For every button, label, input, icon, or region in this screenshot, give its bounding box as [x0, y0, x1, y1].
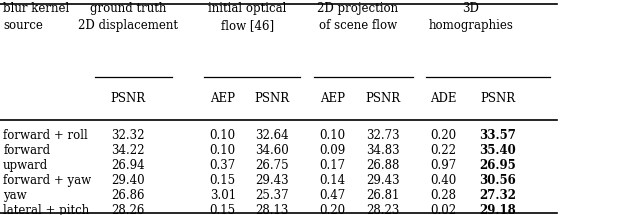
Text: yaw: yaw — [3, 189, 27, 202]
Text: 0.02: 0.02 — [431, 204, 456, 215]
Text: forward + roll: forward + roll — [3, 129, 88, 142]
Text: initial optical
flow [46]: initial optical flow [46] — [209, 2, 287, 32]
Text: 3.01: 3.01 — [210, 189, 236, 202]
Text: 29.18: 29.18 — [479, 204, 516, 215]
Text: 29.43: 29.43 — [366, 174, 399, 187]
Text: 0.47: 0.47 — [319, 189, 346, 202]
Text: 28.13: 28.13 — [255, 204, 289, 215]
Text: PSNR: PSNR — [365, 92, 400, 105]
Text: 0.10: 0.10 — [210, 129, 236, 142]
Text: PSNR: PSNR — [255, 92, 289, 105]
Text: AEP: AEP — [320, 92, 346, 105]
Text: 28.23: 28.23 — [366, 204, 399, 215]
Text: 26.94: 26.94 — [111, 159, 145, 172]
Text: 26.75: 26.75 — [255, 159, 289, 172]
Text: 28.26: 28.26 — [111, 204, 145, 215]
Text: 0.20: 0.20 — [320, 204, 346, 215]
Text: 25.37: 25.37 — [255, 189, 289, 202]
Text: 33.57: 33.57 — [479, 129, 516, 142]
Text: forward + yaw: forward + yaw — [3, 174, 92, 187]
Text: ADE: ADE — [430, 92, 457, 105]
Text: PSNR: PSNR — [481, 92, 515, 105]
Text: 26.88: 26.88 — [366, 159, 399, 172]
Text: 26.86: 26.86 — [111, 189, 145, 202]
Text: 26.81: 26.81 — [366, 189, 399, 202]
Text: 0.09: 0.09 — [319, 144, 346, 157]
Text: 32.64: 32.64 — [255, 129, 289, 142]
Text: 30.56: 30.56 — [479, 174, 516, 187]
Text: 0.17: 0.17 — [320, 159, 346, 172]
Text: 29.40: 29.40 — [111, 174, 145, 187]
Text: forward: forward — [3, 144, 51, 157]
Text: 0.97: 0.97 — [430, 159, 457, 172]
Text: 0.40: 0.40 — [430, 174, 457, 187]
Text: 29.43: 29.43 — [255, 174, 289, 187]
Text: 0.37: 0.37 — [209, 159, 236, 172]
Text: 0.22: 0.22 — [431, 144, 456, 157]
Text: 2D projection
of scene flow: 2D projection of scene flow — [317, 2, 398, 32]
Text: AEP: AEP — [210, 92, 236, 105]
Text: 27.32: 27.32 — [479, 189, 516, 202]
Text: 35.40: 35.40 — [479, 144, 516, 157]
Text: 0.28: 0.28 — [431, 189, 456, 202]
Text: 26.95: 26.95 — [479, 159, 516, 172]
Text: 0.15: 0.15 — [210, 204, 236, 215]
Text: 3D
homographies: 3D homographies — [429, 2, 513, 32]
Text: ground truth
2D displacement: ground truth 2D displacement — [78, 2, 178, 32]
Text: 34.60: 34.60 — [255, 144, 289, 157]
Text: upward: upward — [3, 159, 49, 172]
Text: 0.14: 0.14 — [320, 174, 346, 187]
Text: blur kernel
source: blur kernel source — [3, 2, 70, 32]
Text: 32.73: 32.73 — [366, 129, 399, 142]
Text: PSNR: PSNR — [111, 92, 145, 105]
Text: 34.22: 34.22 — [111, 144, 145, 157]
Text: 0.10: 0.10 — [210, 144, 236, 157]
Text: 32.32: 32.32 — [111, 129, 145, 142]
Text: 0.20: 0.20 — [431, 129, 456, 142]
Text: 0.10: 0.10 — [320, 129, 346, 142]
Text: 34.83: 34.83 — [366, 144, 399, 157]
Text: lateral + pitch: lateral + pitch — [3, 204, 90, 215]
Text: 0.15: 0.15 — [210, 174, 236, 187]
